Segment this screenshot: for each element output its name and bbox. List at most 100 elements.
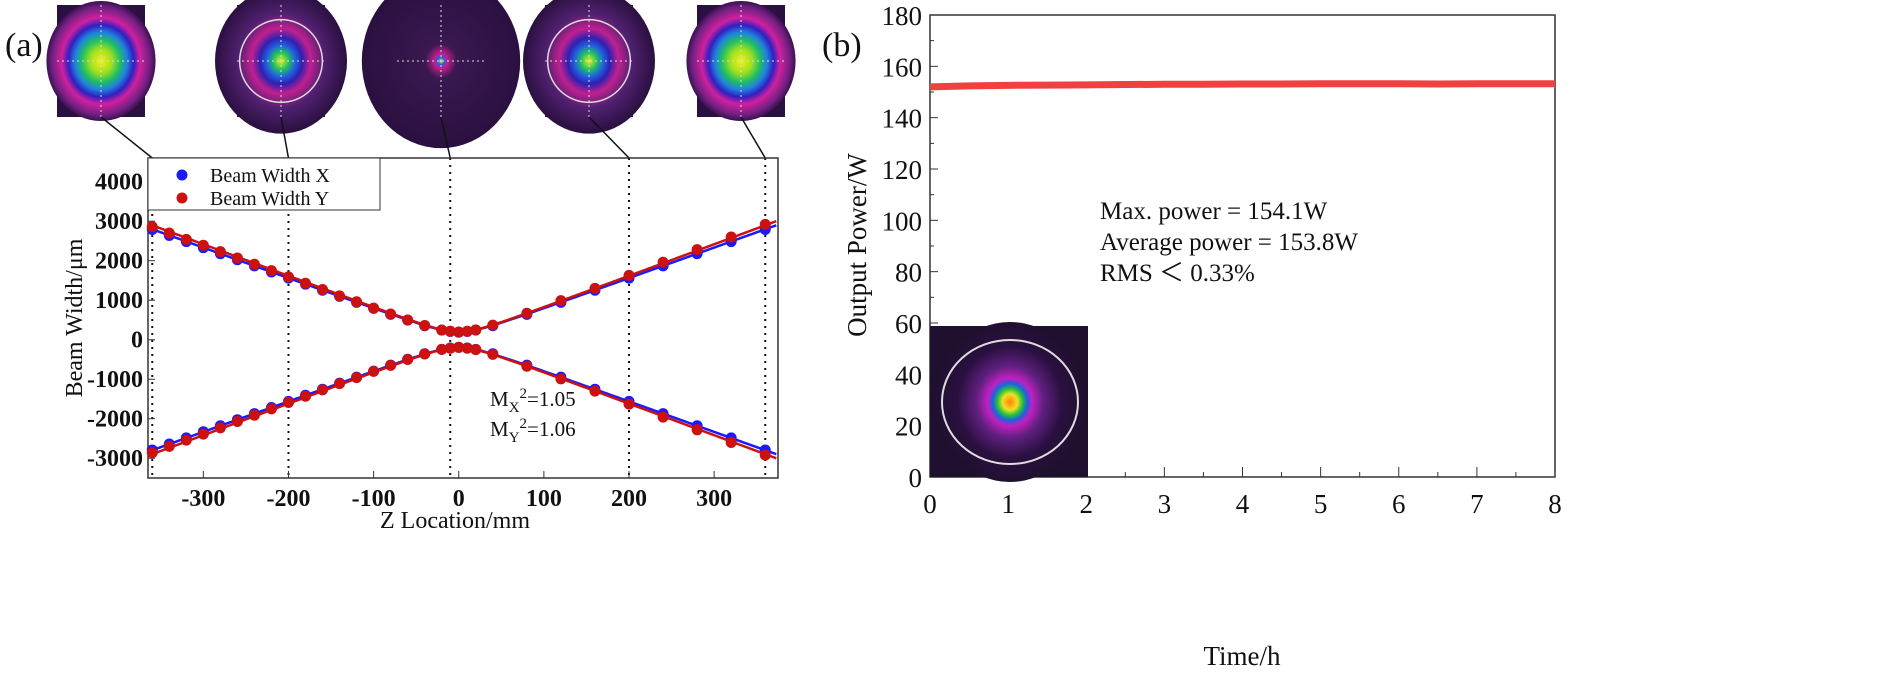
connector-line bbox=[100, 116, 153, 159]
data-point-y bbox=[402, 314, 414, 326]
m2-symbol: M bbox=[490, 387, 509, 411]
m2-symbol: M bbox=[490, 417, 509, 441]
x-tick-label: 6 bbox=[1392, 489, 1406, 519]
annotation-text: Max. power = 154.1W bbox=[1100, 198, 1328, 225]
data-point-y bbox=[461, 325, 473, 337]
data-point-y bbox=[453, 326, 465, 338]
data-point-y bbox=[282, 397, 294, 409]
data-point-y bbox=[657, 256, 669, 268]
m2-superscript: 2 bbox=[520, 386, 528, 402]
data-point-y bbox=[555, 295, 567, 307]
data-point-y bbox=[385, 359, 397, 371]
y-tick-label: 160 bbox=[882, 52, 923, 82]
data-point-y bbox=[197, 428, 209, 440]
y-tick-label: 2000 bbox=[95, 249, 143, 275]
y-tick-label: 100 bbox=[882, 206, 923, 236]
fit-curve-x bbox=[147, 224, 777, 334]
x-tick-label: -300 bbox=[181, 486, 225, 512]
m2-value: =1.05 bbox=[527, 387, 576, 411]
x-tick-label: 100 bbox=[526, 486, 562, 512]
beam-profile-image bbox=[361, 0, 521, 149]
y-axis-label: Beam Width/μm bbox=[62, 238, 88, 397]
beam-profile-inset bbox=[930, 322, 1088, 482]
fit-curve-x bbox=[147, 345, 777, 456]
x-tick-label: 4 bbox=[1236, 489, 1250, 519]
beam-spot bbox=[935, 322, 1085, 482]
data-point-y bbox=[197, 239, 209, 251]
data-point-y bbox=[180, 434, 192, 446]
y-tick-label: -3000 bbox=[87, 446, 143, 472]
y-tick-label: 0 bbox=[909, 463, 923, 493]
data-point-y bbox=[385, 308, 397, 320]
m2-value: =1.06 bbox=[527, 417, 576, 441]
data-point-y bbox=[180, 233, 192, 245]
data-point-y bbox=[436, 324, 448, 336]
legend-label: Beam Width Y bbox=[210, 188, 329, 210]
data-point-y bbox=[691, 424, 703, 436]
y-tick-label: 1000 bbox=[95, 288, 143, 314]
data-point-y bbox=[470, 344, 482, 356]
data-point-y bbox=[470, 324, 482, 336]
data-point-y bbox=[657, 411, 669, 423]
data-point-y bbox=[317, 384, 329, 396]
data-point-y bbox=[623, 398, 635, 410]
y-tick-label: 40 bbox=[895, 360, 922, 390]
data-point-y bbox=[334, 290, 346, 302]
data-point-y bbox=[725, 231, 737, 243]
data-point-y bbox=[265, 265, 277, 277]
data-point-y bbox=[282, 271, 294, 283]
data-point-y bbox=[351, 296, 363, 308]
data-point-y bbox=[163, 227, 175, 239]
m2-annotation: MX2=1.05 bbox=[490, 386, 576, 416]
data-point-y bbox=[725, 436, 737, 448]
y-tick-label: 120 bbox=[882, 155, 923, 185]
x-tick-label: 5 bbox=[1314, 489, 1328, 519]
x-tick-label: 0 bbox=[923, 489, 937, 519]
x-tick-label: 7 bbox=[1470, 489, 1484, 519]
annotation-text: RMS ＜ 0.33% bbox=[1100, 260, 1255, 287]
data-point-y bbox=[351, 372, 363, 384]
x-axis-label: Time/h bbox=[1203, 641, 1281, 671]
data-point-y bbox=[146, 447, 158, 459]
data-point-y bbox=[265, 403, 277, 415]
data-point-y bbox=[487, 348, 499, 360]
x-tick-label: -200 bbox=[266, 486, 310, 512]
data-point-y bbox=[521, 307, 533, 319]
power-trace bbox=[929, 80, 1555, 91]
connector-line bbox=[588, 116, 630, 159]
data-point-y bbox=[300, 277, 311, 289]
y-tick-label: 140 bbox=[882, 104, 923, 134]
y-tick-label: 80 bbox=[895, 258, 922, 288]
y-tick-label: 60 bbox=[895, 309, 922, 339]
data-point-y bbox=[368, 302, 380, 314]
data-point-y bbox=[214, 246, 226, 258]
data-point-y bbox=[436, 343, 448, 355]
x-tick-label: 300 bbox=[696, 486, 732, 512]
data-point-y bbox=[691, 244, 703, 256]
legend-label: Beam Width X bbox=[210, 165, 330, 187]
connector-line bbox=[740, 116, 766, 159]
data-point-y bbox=[521, 360, 533, 372]
m2-annotation: MY2=1.06 bbox=[490, 416, 576, 446]
y-tick-label: 4000 bbox=[95, 170, 143, 196]
data-point-y bbox=[444, 325, 456, 337]
data-point-y bbox=[759, 218, 771, 230]
fit-curve-y bbox=[147, 346, 777, 460]
x-tick-label: 2 bbox=[1080, 489, 1094, 519]
annotation-text: Average power = 153.8W bbox=[1100, 229, 1358, 256]
beam-profile-image bbox=[46, 0, 156, 122]
connector-line bbox=[440, 116, 451, 159]
data-point-y bbox=[759, 449, 771, 461]
beam-profile-image bbox=[215, 0, 347, 134]
data-point-y bbox=[248, 258, 260, 270]
data-point-y bbox=[368, 365, 380, 377]
data-point-y bbox=[300, 390, 311, 402]
data-point-y bbox=[589, 385, 601, 397]
x-axis-label: Z Location/mm bbox=[380, 508, 530, 534]
data-point-y bbox=[231, 416, 243, 428]
y-tick-label: 180 bbox=[882, 1, 923, 31]
x-tick-label: 0 bbox=[453, 486, 465, 512]
